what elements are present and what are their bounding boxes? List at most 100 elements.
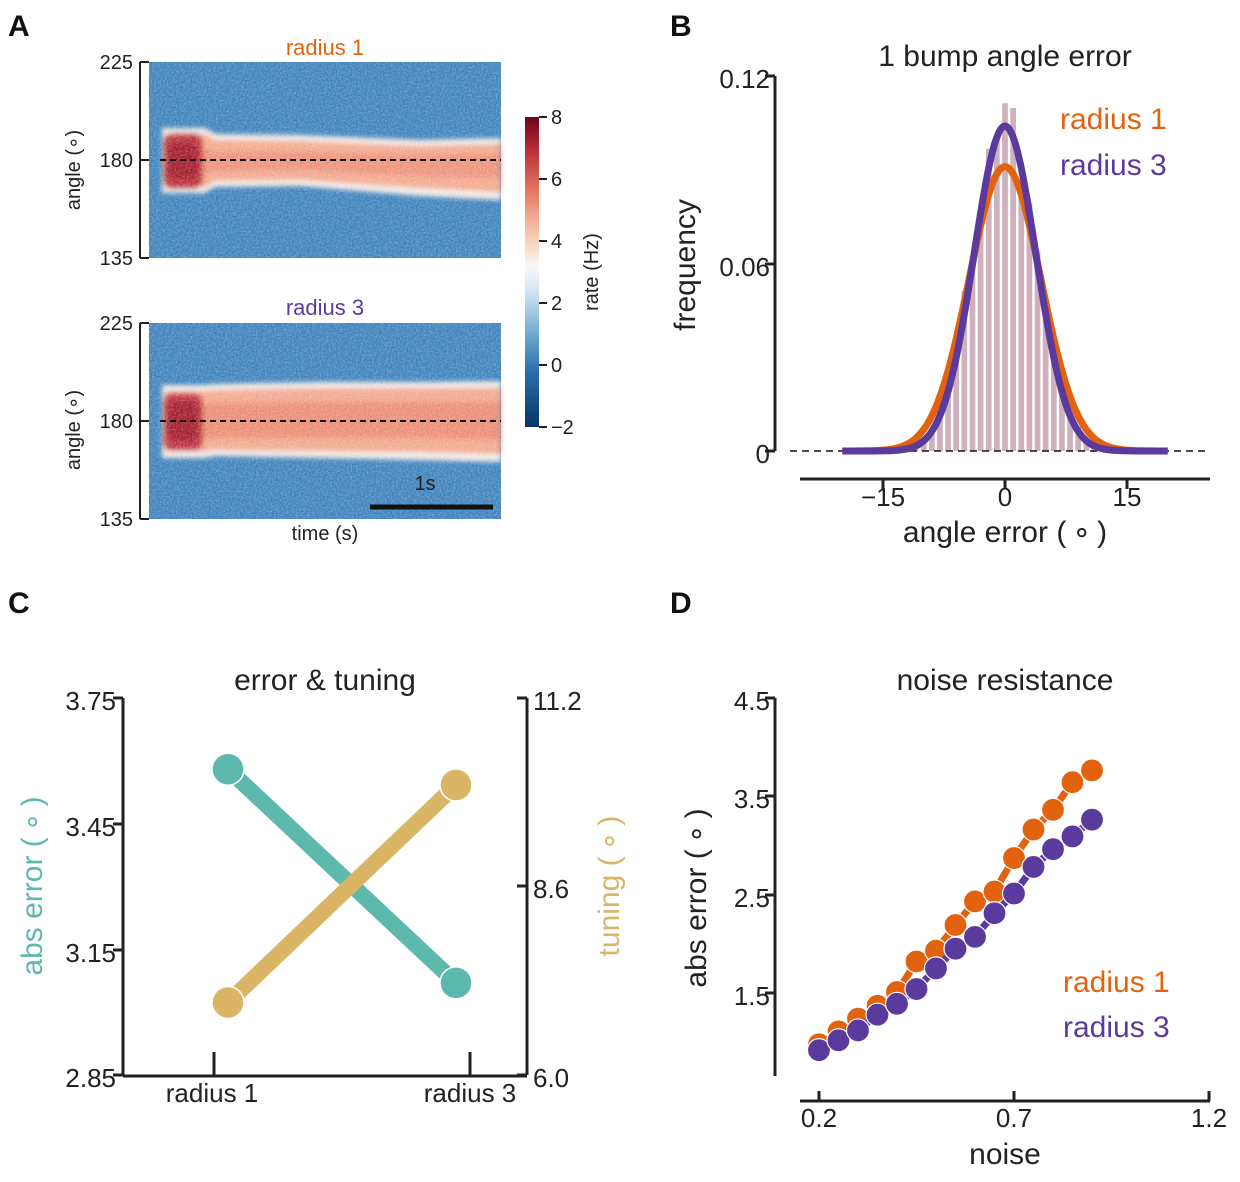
data-point: [1060, 770, 1085, 795]
xtick-label: radius 3: [424, 1078, 517, 1108]
series-group: [211, 752, 473, 1020]
ytick-label-left: 3.75: [65, 686, 116, 716]
data-point: [884, 991, 910, 1016]
histogram-bar: [928, 429, 935, 451]
scale-bar-label: 1s: [414, 473, 435, 495]
colorbar-tick-label: 4: [551, 231, 562, 253]
y-axis-label: angle (∘): [63, 130, 85, 210]
data-point: [1040, 837, 1066, 862]
ytick-label-left: 3.45: [65, 812, 116, 842]
data-point: [943, 936, 968, 961]
series-line: [222, 779, 462, 1009]
data-point: [1060, 824, 1085, 849]
data-point: [1079, 758, 1105, 783]
xtick-label: −15: [861, 482, 905, 512]
data-point: [806, 1038, 832, 1063]
data-point: [962, 924, 988, 949]
ytick-label: 225: [100, 313, 133, 335]
histogram-bar: [1050, 340, 1057, 451]
heatmap-title-radius-1: radius 1: [286, 35, 364, 60]
xtick-label: 1.2: [1191, 1103, 1227, 1133]
x-axis-label: time (s): [292, 523, 359, 545]
ytick-label: 4.5: [734, 686, 770, 716]
y-axis-label: frequency: [669, 199, 702, 331]
colorbar-tick-label: 0: [551, 355, 562, 377]
panel-letter-d: D: [670, 587, 692, 620]
heatmap-radius-3: radius 3 225 180 135 angle (∘) 1s time (…: [63, 295, 501, 545]
heatmap-title-radius-3: radius 3: [286, 295, 364, 320]
ytick-label-right: 6.0: [533, 1063, 569, 1093]
data-point: [943, 912, 968, 938]
data-point: [865, 1002, 890, 1027]
xtick-label: 0.2: [801, 1103, 837, 1133]
ytick-label: 2.5: [734, 883, 770, 913]
histogram-bar: [1010, 108, 1016, 452]
histogram-bar: [1067, 412, 1073, 451]
data-point: [1021, 817, 1046, 842]
ytick-label: 3.5: [734, 784, 770, 814]
y-axis-label-right: tuning ( ∘ ): [593, 816, 626, 957]
colorbar-tick-label: 8: [551, 107, 562, 129]
ytick-label: 135: [100, 248, 133, 270]
chart-title: noise resistance: [897, 664, 1114, 697]
data-point: [211, 985, 245, 1020]
xtick-label: radius 1: [166, 1078, 259, 1108]
ytick-label: 0.06: [719, 252, 770, 282]
histogram-bar: [1042, 306, 1049, 451]
data-point: [439, 966, 473, 1000]
ytick-label-right: 8.6: [533, 874, 569, 904]
data-point: [1040, 797, 1066, 822]
legend-label-radius-1: radius 1: [1060, 103, 1167, 136]
y-axis-label: abs error ( ∘ ): [680, 808, 713, 987]
histogram-bar: [953, 351, 960, 451]
xtick-label: 0: [998, 482, 1012, 512]
ytick-label: 180: [100, 411, 133, 433]
panel-b: B 1 bump angle error radius 1 radius 3 0…: [669, 10, 1210, 549]
ytick-label: 135: [100, 509, 133, 531]
histogram-bar: [945, 383, 951, 451]
xtick-label: 15: [1113, 482, 1142, 512]
histogram-bar: [937, 410, 943, 451]
ytick-label: 225: [100, 52, 133, 74]
colorbar-gradient: [525, 117, 539, 427]
ytick-label: 180: [100, 150, 133, 172]
series-group: [806, 758, 1105, 1063]
chart-title: 1 bump angle error: [878, 40, 1131, 73]
histogram-bar: [961, 290, 968, 451]
ytick-label-left: 3.15: [65, 938, 116, 968]
ytick-label: 0.12: [719, 64, 770, 94]
data-point: [1001, 881, 1027, 906]
panel-a: A radius 1 225 180 135 angle (∘): [8, 10, 603, 545]
gaussian-fit-radius-3: [840, 122, 1170, 455]
series-line: [222, 763, 462, 989]
data-point: [439, 768, 473, 802]
ytick-label: 1.5: [734, 981, 770, 1011]
y-axis-label-left: abs error ( ∘ ): [16, 796, 49, 975]
data-point: [904, 976, 929, 1002]
heatmap-radius-1: radius 1 225 180 135 angle (∘): [63, 35, 501, 270]
data-point: [826, 1028, 851, 1053]
legend-label-radius-3: radius 3: [1063, 1011, 1170, 1044]
histogram-bar: [969, 255, 976, 451]
histogram-bar: [1034, 250, 1041, 451]
histogram-bar: [994, 137, 1000, 451]
colorbar: 8 6 4 2 0 −2 rate (Hz): [525, 107, 603, 439]
panel-letter-c: C: [8, 587, 30, 620]
panel-d: D noise resistance radius 1 radius 3 4.5…: [670, 587, 1227, 1171]
data-point: [1079, 807, 1105, 832]
histogram-bar: [1026, 202, 1033, 451]
colorbar-label: rate (Hz): [581, 233, 603, 311]
ytick-label-left: 2.85: [65, 1063, 116, 1093]
colorbar-tick-label: −2: [551, 417, 574, 439]
ytick-label: 0: [756, 439, 770, 469]
x-axis-label: noise: [969, 1138, 1041, 1171]
data-point: [923, 956, 949, 981]
colorbar-tick-label: 6: [551, 169, 562, 191]
histogram-bar: [977, 220, 984, 451]
chart-title: error & tuning: [234, 664, 416, 697]
histogram-bar: [1059, 386, 1065, 451]
data-point: [211, 752, 245, 786]
colorbar-tick-label: 2: [551, 293, 562, 315]
data-point: [982, 901, 1007, 926]
